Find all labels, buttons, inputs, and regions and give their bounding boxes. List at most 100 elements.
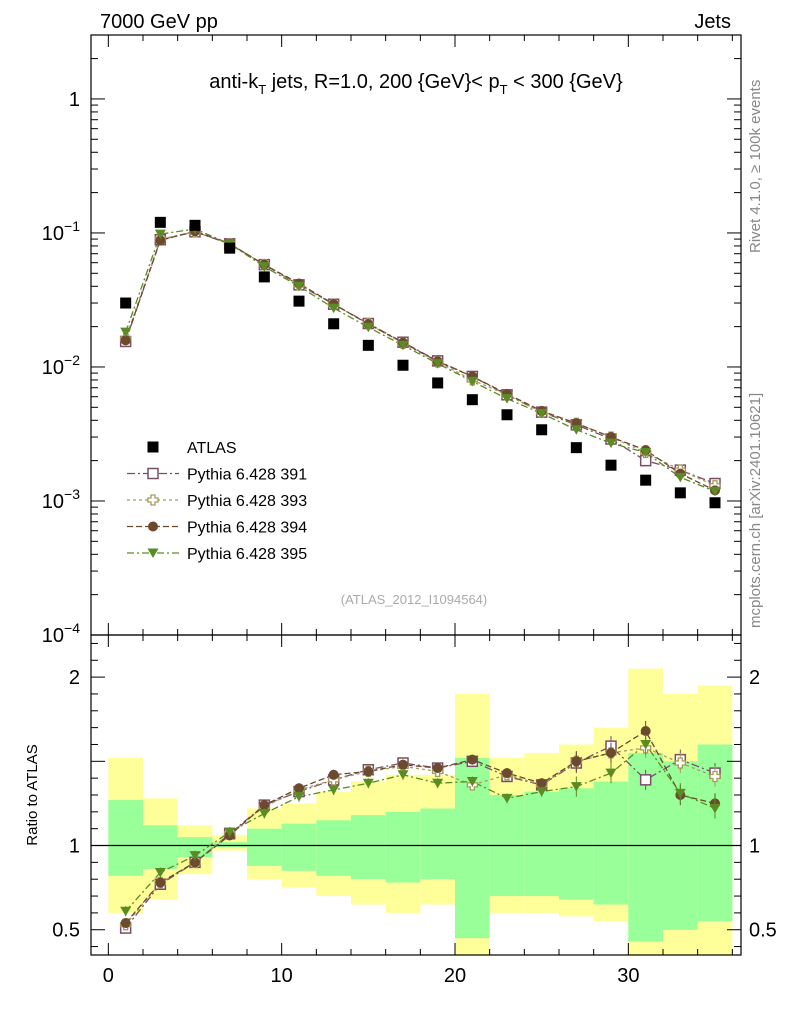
series-point [362,322,374,333]
series-point [536,408,548,419]
ratio-band-green [593,781,629,905]
series-point [570,425,582,435]
series-point [328,303,340,314]
legend: ATLAS Pythia 6.428 391 Pythia 6.428 393 Pyt… [127,440,307,563]
ratio-point [432,778,444,789]
y-tick-label: 10−2 [42,352,80,379]
ratio-band-green [143,825,178,870]
data-point [674,487,686,499]
ratio-point [674,757,686,769]
plot-title: anti-kT jets, R=1.0, 200 {GeV}< pT < 300… [209,71,623,97]
header-left: 7000 GeV pp [100,11,218,33]
x-tick-label: 0 [103,965,114,987]
data-point [224,242,236,254]
ratio-point [606,747,616,758]
data-point [536,424,548,436]
ratio-point [293,792,305,802]
series-point [709,486,721,497]
x-tick-label: 20 [444,965,466,987]
ratio-point [294,783,304,794]
ratio-point [640,726,651,736]
ratio-y-tick-label-right: 1 [749,836,760,858]
ratio-point [224,827,236,838]
ratio-line [125,730,716,924]
x-tick-label: 10 [271,965,293,987]
series-point [432,359,444,369]
ratio-point [709,803,721,814]
y-tick-label: 10−3 [42,486,80,513]
x-tick-label: 30 [617,965,639,987]
ratio-axis-ticks [91,635,741,955]
ratio-point [155,877,166,888]
data-point [397,359,409,371]
ratio-point [605,768,617,779]
series-line [125,231,716,485]
analysis-watermark: (ATLAS_2012_I1094564) [341,592,487,607]
ratio-band-green [559,788,594,900]
series-point [154,229,166,240]
ratio-band-green [524,791,559,897]
data-point [466,394,478,406]
ratio-y-tick-label-left: 0.5 [52,920,80,942]
data-point [120,297,132,309]
ratio-y-tick-label-right: 0.5 [749,920,777,942]
header-right: Jets [694,11,731,33]
ratio-line [125,747,716,926]
ratio-point [709,770,721,783]
ratio-y-tick-label-right: 2 [749,667,760,689]
ratio-point [536,778,547,789]
ratio-y-tick-label-left: 2 [69,667,80,689]
ratio-point [120,906,132,917]
data-point [362,339,374,351]
legend-marker [147,548,159,558]
series-line [125,228,716,492]
data-point [154,216,166,228]
ratio-point [466,777,478,787]
y-tick-label: 10−1 [42,218,80,245]
ratio-point [154,867,166,878]
ratio-point [363,766,374,777]
series-point [258,262,270,272]
legend-label: ATLAS [187,440,237,457]
data-point [189,219,201,231]
series-point [120,327,132,338]
ratio-point [328,785,340,795]
ratio-band-green [108,800,143,876]
main-axis-ticks [91,34,741,636]
legend-label: Pythia 6.428 393 [187,493,307,510]
ratio-point [570,782,582,792]
ratio-point [571,756,582,767]
ratio-point [432,763,443,774]
ratio-band-green [316,820,351,876]
data-point [258,271,270,283]
y-tick-label: 1 [69,89,80,111]
ratio-y-axis-label: Ratio to ATLAS [24,744,41,845]
ratio-band-green [212,842,247,848]
y-tick-label: 10−4 [42,620,80,647]
ratio-band-green [247,828,282,866]
data-point [570,442,582,454]
ratio-line [125,743,716,912]
ratio-band-green [351,815,386,880]
data-point [328,318,340,330]
ratio-point [362,778,374,789]
main-plot-panel: 10−4 10−3 10−2 10−1 1 anti-kT jets, R=1.0, 2… [42,34,742,647]
data-markers [120,216,721,509]
series-point [674,472,686,483]
ratio-y-tick-labels: 0.5 0.5 1 1 2 2 [52,667,777,942]
legend-label: Pythia 6.428 391 [187,467,307,484]
x-tick-labels: 0 10 20 30 [103,965,640,987]
series-point [155,235,166,246]
ratio-point [397,770,409,780]
ratio-lines [125,730,716,929]
data-point [640,474,652,486]
ratio-point [328,769,339,780]
ratio-point [640,739,652,750]
ratio-band-green [385,811,421,883]
ratio-point [501,793,513,804]
side-label-bottom: mcplots.cern.ch [arXiv:2401.10621] [747,393,764,628]
ratio-uncertainty-bands [108,668,733,955]
ratio-point [674,788,686,799]
ratio-point [398,759,408,770]
